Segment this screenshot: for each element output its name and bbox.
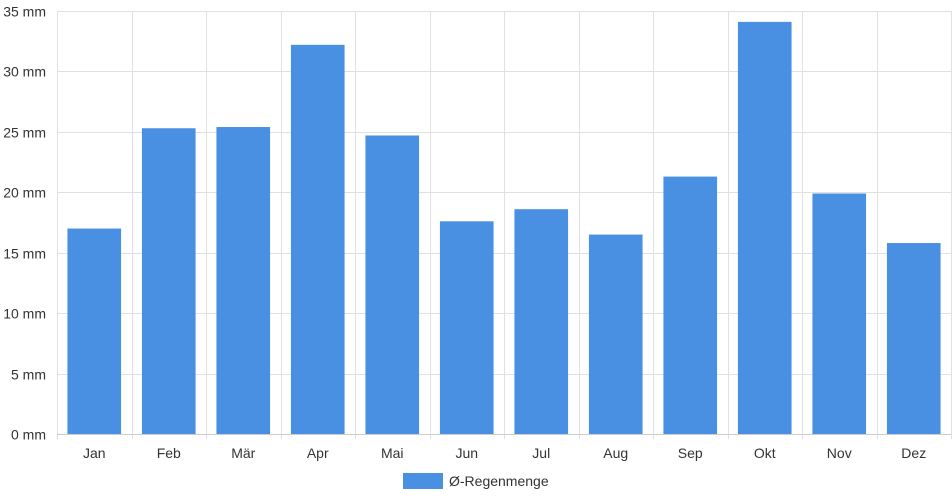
legend[interactable]: Ø-Regenmenge — [403, 473, 549, 489]
bar — [141, 128, 196, 434]
bar — [439, 221, 494, 434]
x-tick-label: Aug — [603, 445, 628, 461]
y-tick-label: 5 mm — [11, 367, 46, 383]
x-tick-label: Mai — [381, 445, 404, 461]
bar — [812, 193, 867, 434]
y-tick-label: 30 mm — [3, 64, 46, 80]
bar — [67, 228, 122, 434]
legend-swatch — [403, 473, 443, 489]
x-tick-label: Apr — [307, 445, 329, 461]
x-tick-label: Nov — [827, 445, 852, 461]
legend-label: Ø-Regenmenge — [449, 473, 549, 489]
bar — [365, 135, 420, 435]
y-tick-label: 0 mm — [11, 427, 46, 443]
bar — [216, 127, 271, 434]
bar — [588, 234, 643, 434]
x-tick-label: Sep — [678, 445, 703, 461]
y-tick-label: 20 mm — [3, 185, 46, 201]
x-tick-label: Jan — [83, 445, 106, 461]
x-tick-label: Feb — [157, 445, 181, 461]
bar-chart-plot: 0 mm 5 mm 10 mm 15 mm 20 mm 25 mm 30 mm 35 mm Ja… — [3, 4, 952, 461]
x-tick-label: Jun — [455, 445, 478, 461]
y-tick-label: 35 mm — [3, 4, 46, 20]
bar — [737, 21, 792, 435]
x-tick-label: Okt — [754, 445, 776, 461]
bar — [290, 44, 345, 435]
y-tick-label: 25 mm — [3, 125, 46, 141]
bar — [663, 176, 718, 434]
x-tick-label: Mär — [231, 445, 255, 461]
bar — [514, 209, 569, 434]
y-tick-label: 10 mm — [3, 306, 46, 322]
x-tick-label: Dez — [901, 445, 926, 461]
y-tick-label: 15 mm — [3, 246, 46, 262]
x-tick-label: Jul — [532, 445, 550, 461]
bar — [886, 243, 941, 434]
